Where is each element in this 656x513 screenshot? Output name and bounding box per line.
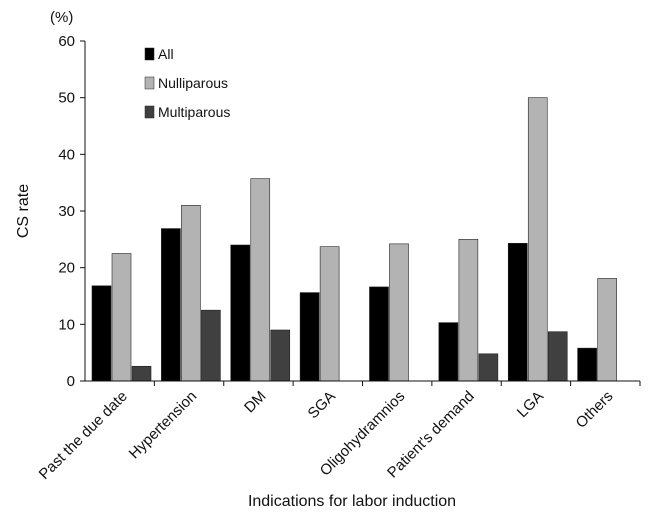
bar-nulliparous-3 xyxy=(319,246,340,382)
bar-multiparous-1 xyxy=(201,309,221,382)
bar-all-1 xyxy=(161,228,181,382)
bar-nulliparous-5 xyxy=(458,239,479,382)
y-tick-label: 30 xyxy=(58,203,75,220)
legend-label-multiparous: Multiparous xyxy=(158,104,230,120)
x-axis-title: Indications for labor induction xyxy=(248,493,456,510)
y-tick-label: 20 xyxy=(58,260,75,277)
bar-all-5 xyxy=(438,322,459,382)
y-tick-label: 10 xyxy=(58,316,75,333)
y-axis-title: CS rate xyxy=(15,184,32,238)
legend-swatch-all xyxy=(144,47,155,61)
bar-nulliparous-2 xyxy=(250,178,271,382)
bar-all-2 xyxy=(230,244,251,382)
bar-all-3 xyxy=(299,292,320,382)
bar-multiparous-0 xyxy=(131,365,152,382)
bar-nulliparous-0 xyxy=(111,253,132,382)
y-tick-label: 40 xyxy=(58,146,75,163)
y-tick-label: 50 xyxy=(58,90,75,107)
bar-all-6 xyxy=(507,243,528,382)
x-tick-label: Others xyxy=(573,388,617,432)
bar-all-0 xyxy=(91,285,112,382)
legend-swatch-multiparous xyxy=(144,105,155,119)
y-tick-label: 60 xyxy=(58,33,75,50)
y-tick-label: 0 xyxy=(67,373,75,390)
x-tick-label: Past the due date xyxy=(36,388,131,483)
x-tick-label: LGA xyxy=(514,388,547,421)
y-unit-label: (%) xyxy=(50,9,73,26)
legend: All Nulliparous Multiparous xyxy=(144,46,230,120)
bar-all-4 xyxy=(369,286,389,382)
legend-label-all: All xyxy=(158,46,174,62)
bar-nulliparous-4 xyxy=(389,243,409,382)
x-tick-label: SGA xyxy=(305,388,339,422)
bar-multiparous-5 xyxy=(478,353,499,382)
bar-multiparous-6 xyxy=(547,331,568,382)
bar-all-7 xyxy=(577,347,597,382)
bar-nulliparous-1 xyxy=(181,205,201,382)
bar-nulliparous-7 xyxy=(597,278,617,382)
y-ticks: 0 10 20 30 40 50 60 xyxy=(58,33,85,390)
x-tick-label: DM xyxy=(241,388,270,417)
bars-layer xyxy=(91,97,617,382)
x-tick-label: Hypertension xyxy=(126,388,201,463)
bar-nulliparous-6 xyxy=(527,97,548,382)
bar-multiparous-2 xyxy=(270,329,291,382)
legend-swatch-nulliparous xyxy=(144,76,155,90)
legend-label-nulliparous: Nulliparous xyxy=(158,75,228,91)
